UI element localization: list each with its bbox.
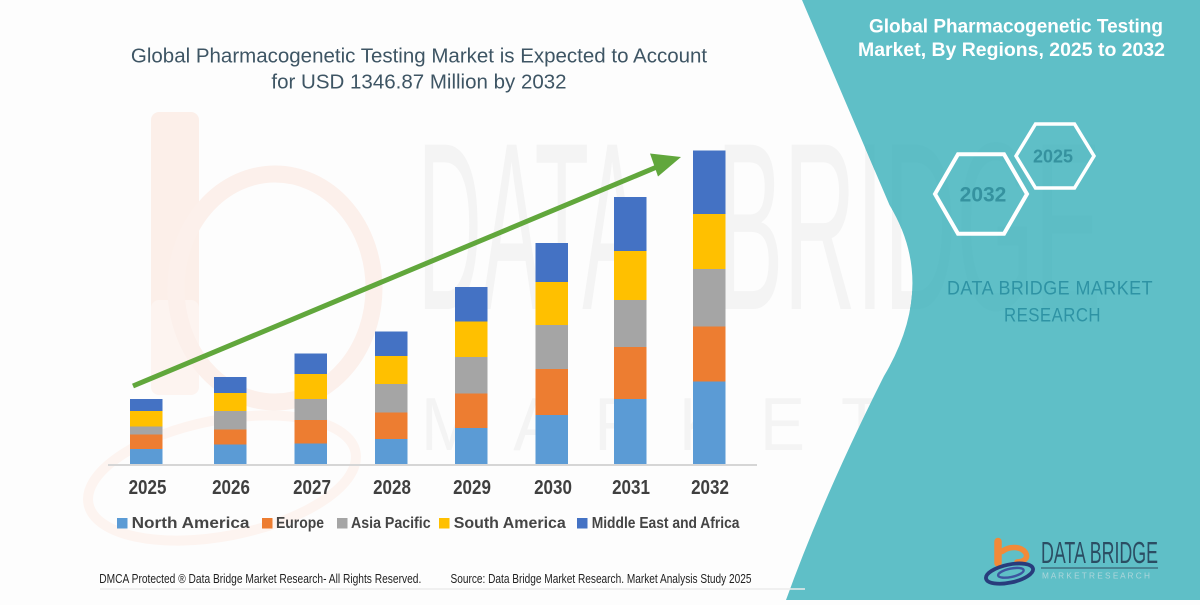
svg-text:RESEARCH: RESEARCH — [1004, 306, 1101, 327]
svg-text:DATA: DATA — [418, 94, 642, 360]
svg-text:2032: 2032 — [960, 184, 1007, 207]
svg-text:2032: 2032 — [691, 477, 729, 499]
svg-text:2028: 2028 — [373, 477, 411, 499]
svg-text:2029: 2029 — [453, 477, 491, 499]
svg-text:2025: 2025 — [1033, 147, 1073, 167]
svg-text:Asia Pacific: Asia Pacific — [351, 515, 431, 532]
svg-text:DMCA Protected ® Data Bridge M: DMCA Protected ® Data Bridge Market Rese… — [99, 571, 421, 586]
svg-text:Middle East and Africa: Middle East and Africa — [592, 515, 740, 532]
svg-text:Europe: Europe — [276, 515, 324, 532]
svg-text:for USD 1346.87 Million by 203: for USD 1346.87 Million by 2032 — [271, 71, 566, 94]
svg-text:South America: South America — [454, 515, 566, 532]
svg-text:Market, By Regions, 2025 to 20: Market, By Regions, 2025 to 2032 — [858, 40, 1165, 61]
svg-text:2025: 2025 — [129, 477, 167, 499]
svg-text:Source: Data Bridge Market Res: Source: Data Bridge Market Research. Mar… — [451, 571, 752, 586]
svg-text:2030: 2030 — [534, 477, 572, 499]
svg-text:2031: 2031 — [612, 477, 650, 499]
svg-text:DATA BRIDGE: DATA BRIDGE — [1041, 535, 1158, 570]
svg-text:Global Pharmacogenetic Testing: Global Pharmacogenetic Testing Market is… — [131, 45, 708, 68]
svg-text:2027: 2027 — [293, 477, 331, 499]
svg-text:North America: North America — [132, 515, 250, 532]
svg-text:M A R K E T R E S E A R C H: M A R K E T R E S E A R C H — [1042, 571, 1150, 581]
svg-text:Global Pharmacogenetic Testing: Global Pharmacogenetic Testing — [869, 17, 1163, 38]
svg-text:2026: 2026 — [212, 477, 250, 499]
svg-text:DATA BRIDGE MARKET: DATA BRIDGE MARKET — [947, 279, 1153, 300]
